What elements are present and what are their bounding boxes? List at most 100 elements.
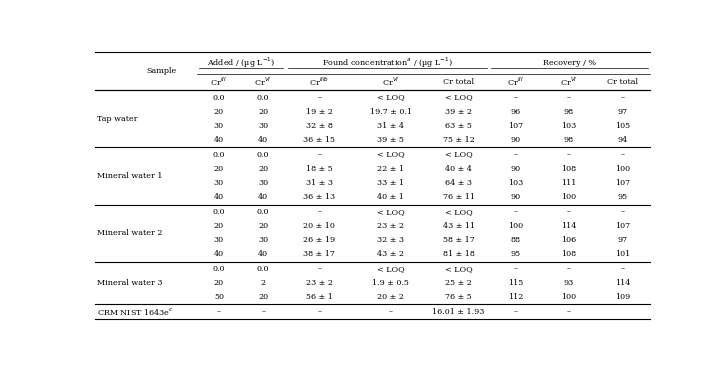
- Text: 31 ± 4: 31 ± 4: [377, 122, 404, 130]
- Text: Cr$^{III}$: Cr$^{III}$: [211, 76, 227, 88]
- Text: 114: 114: [615, 279, 631, 287]
- Text: 108: 108: [561, 250, 576, 258]
- Text: 90: 90: [510, 137, 521, 144]
- Text: 26 ± 19: 26 ± 19: [303, 236, 335, 244]
- Text: 31 ± 3: 31 ± 3: [306, 179, 333, 187]
- Text: Mineral water 1: Mineral water 1: [97, 172, 163, 180]
- Text: 50: 50: [214, 293, 224, 301]
- Text: –: –: [620, 208, 625, 216]
- Text: 95: 95: [510, 250, 521, 258]
- Text: 23 ± 2: 23 ± 2: [306, 279, 333, 287]
- Text: 114: 114: [561, 222, 576, 230]
- Text: 109: 109: [615, 293, 631, 301]
- Text: –: –: [567, 265, 571, 273]
- Text: < LOQ: < LOQ: [445, 94, 473, 101]
- Text: 40: 40: [258, 250, 269, 258]
- Text: 39 ± 2: 39 ± 2: [445, 108, 472, 116]
- Text: –: –: [217, 307, 221, 315]
- Text: 103: 103: [561, 122, 576, 130]
- Text: 39 ± 5: 39 ± 5: [377, 137, 404, 144]
- Text: –: –: [513, 307, 518, 315]
- Text: 20: 20: [214, 165, 224, 173]
- Text: –: –: [261, 307, 265, 315]
- Text: 103: 103: [508, 179, 523, 187]
- Text: 22 ± 1: 22 ± 1: [377, 165, 404, 173]
- Text: –: –: [513, 208, 518, 216]
- Text: < LOQ: < LOQ: [377, 94, 405, 101]
- Text: –: –: [567, 151, 571, 158]
- Text: 36 ± 13: 36 ± 13: [303, 193, 335, 201]
- Text: 43 ± 11: 43 ± 11: [442, 222, 475, 230]
- Text: 98: 98: [563, 108, 573, 116]
- Text: 0.0: 0.0: [213, 94, 225, 101]
- Text: CRM NIST 1643e$^{c}$: CRM NIST 1643e$^{c}$: [97, 306, 174, 317]
- Text: < LOQ: < LOQ: [445, 265, 473, 273]
- Text: –: –: [513, 265, 518, 273]
- Text: 20: 20: [258, 108, 269, 116]
- Text: Cr total: Cr total: [607, 78, 639, 86]
- Text: 100: 100: [561, 293, 576, 301]
- Text: 0.0: 0.0: [213, 265, 225, 273]
- Text: –: –: [567, 94, 571, 101]
- Text: 90: 90: [510, 165, 521, 173]
- Text: 111: 111: [561, 179, 576, 187]
- Text: Tap water: Tap water: [97, 115, 138, 123]
- Text: Sample: Sample: [146, 67, 176, 75]
- Text: < LOQ: < LOQ: [377, 208, 405, 216]
- Text: 40: 40: [258, 193, 269, 201]
- Text: 23 ± 2: 23 ± 2: [377, 222, 404, 230]
- Text: Mineral water 3: Mineral water 3: [97, 279, 163, 287]
- Text: –: –: [317, 151, 321, 158]
- Text: 30: 30: [214, 236, 224, 244]
- Text: 30: 30: [214, 179, 224, 187]
- Text: 33 ± 1: 33 ± 1: [377, 179, 404, 187]
- Text: 0.0: 0.0: [213, 208, 225, 216]
- Text: 0.0: 0.0: [257, 94, 269, 101]
- Text: 20 ± 10: 20 ± 10: [303, 222, 335, 230]
- Text: 106: 106: [561, 236, 576, 244]
- Text: 76 ± 5: 76 ± 5: [445, 293, 472, 301]
- Text: 16.01 ± 1.93: 16.01 ± 1.93: [432, 307, 485, 315]
- Text: 43 ± 2: 43 ± 2: [377, 250, 404, 258]
- Text: 93: 93: [563, 279, 573, 287]
- Text: –: –: [620, 265, 625, 273]
- Text: –: –: [389, 307, 393, 315]
- Text: 20: 20: [214, 279, 224, 287]
- Text: –: –: [513, 151, 518, 158]
- Text: 100: 100: [508, 222, 523, 230]
- Text: –: –: [567, 208, 571, 216]
- Text: < LOQ: < LOQ: [377, 265, 405, 273]
- Text: 94: 94: [618, 137, 628, 144]
- Text: 40 ± 4: 40 ± 4: [445, 165, 472, 173]
- Text: Cr$^{IIIb}$: Cr$^{IIIb}$: [309, 76, 329, 88]
- Text: 18 ± 5: 18 ± 5: [306, 165, 332, 173]
- Text: Recovery / %: Recovery / %: [543, 59, 597, 67]
- Text: 90: 90: [510, 193, 521, 201]
- Text: 0.0: 0.0: [257, 151, 269, 158]
- Text: 81 ± 18: 81 ± 18: [443, 250, 475, 258]
- Text: 95: 95: [618, 193, 628, 201]
- Text: 105: 105: [615, 122, 631, 130]
- Text: Mineral water 2: Mineral water 2: [97, 229, 163, 237]
- Text: Cr$^{III}$: Cr$^{III}$: [507, 76, 524, 88]
- Text: –: –: [317, 94, 321, 101]
- Text: 19.7 ± 0.1: 19.7 ± 0.1: [370, 108, 412, 116]
- Text: 40: 40: [214, 137, 224, 144]
- Text: 64 ± 3: 64 ± 3: [445, 179, 472, 187]
- Text: 20: 20: [258, 165, 269, 173]
- Text: 100: 100: [615, 165, 631, 173]
- Text: 36 ± 15: 36 ± 15: [303, 137, 335, 144]
- Text: 30: 30: [258, 122, 269, 130]
- Text: 58 ± 17: 58 ± 17: [443, 236, 474, 244]
- Text: 30: 30: [258, 179, 269, 187]
- Text: 20: 20: [214, 222, 224, 230]
- Text: –: –: [513, 94, 518, 101]
- Text: 107: 107: [615, 222, 631, 230]
- Text: 100: 100: [561, 193, 576, 201]
- Text: 30: 30: [214, 122, 224, 130]
- Text: 19 ± 2: 19 ± 2: [306, 108, 333, 116]
- Text: 0.0: 0.0: [213, 151, 225, 158]
- Text: 0.0: 0.0: [257, 265, 269, 273]
- Text: < LOQ: < LOQ: [377, 151, 405, 158]
- Text: –: –: [317, 265, 321, 273]
